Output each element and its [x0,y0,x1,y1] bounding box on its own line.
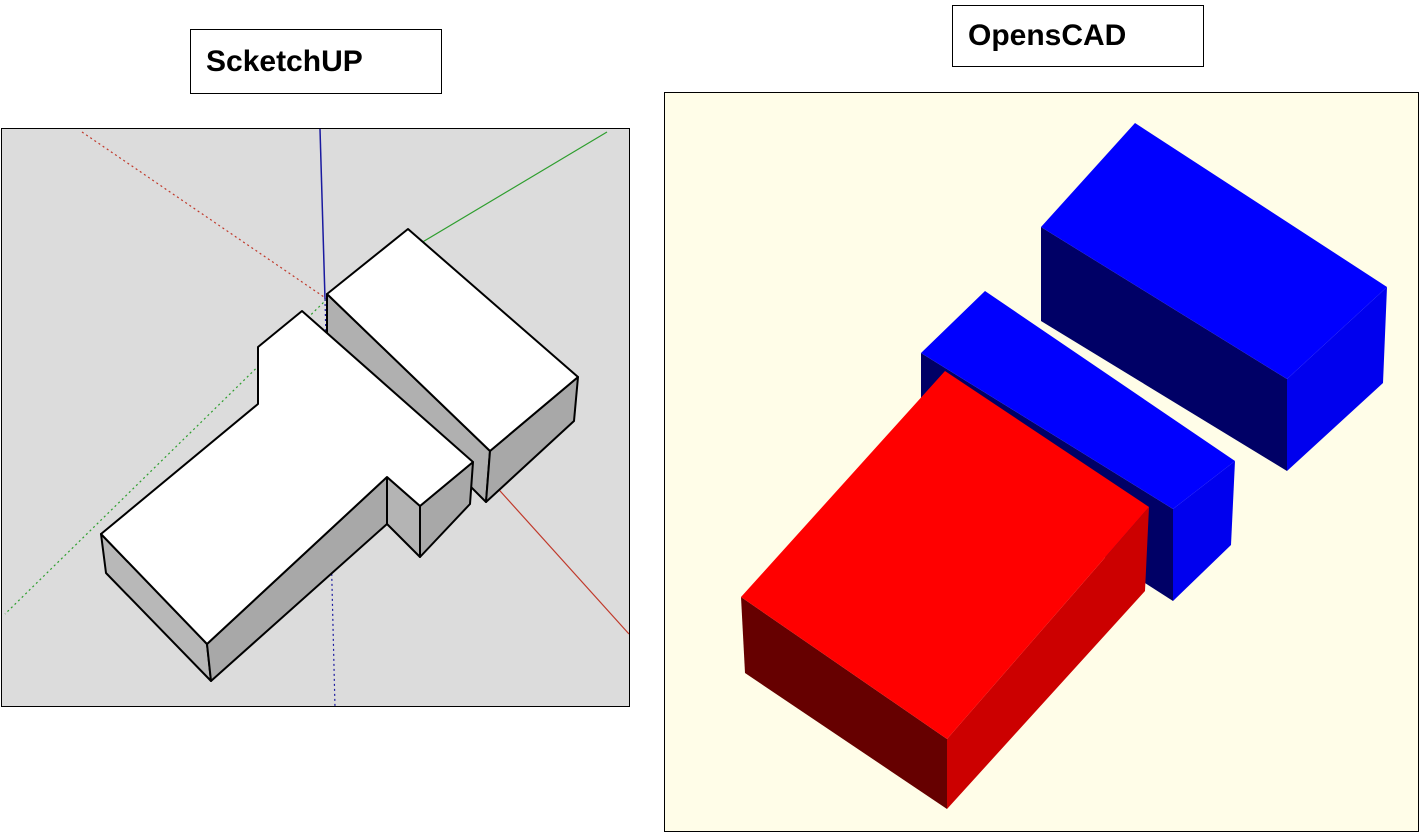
block-t [100,310,474,682]
t-top [100,310,474,645]
openscad-title: OpensCAD [968,19,1127,52]
red-box-right [947,507,1149,809]
sketchup-viewport[interactable] [1,128,630,707]
blue-box-small-top [921,291,1235,509]
openscad-scene [741,123,1387,809]
blue-box-large-top [1041,123,1387,379]
sketchup-title: ScketchUP [206,44,363,78]
red-box-front [741,597,947,809]
sketchup-scene [4,129,629,706]
blue-box-large-right [1287,287,1387,471]
blue-axis-solid [319,129,326,300]
red-axis-dotted [81,131,328,300]
openscad-title-box: OpensCAD [952,5,1204,67]
blue-box-small-right [1173,461,1235,601]
red-box-top [741,371,1149,739]
sketchup-title-box: ScketchUP [190,29,442,94]
openscad-viewport[interactable] [664,92,1419,832]
red-box [741,371,1149,809]
blue-box-large [1041,123,1387,471]
blue-axis-dotted [324,298,336,706]
blue-box-large-front [1041,227,1287,471]
block-right-top [326,228,579,452]
